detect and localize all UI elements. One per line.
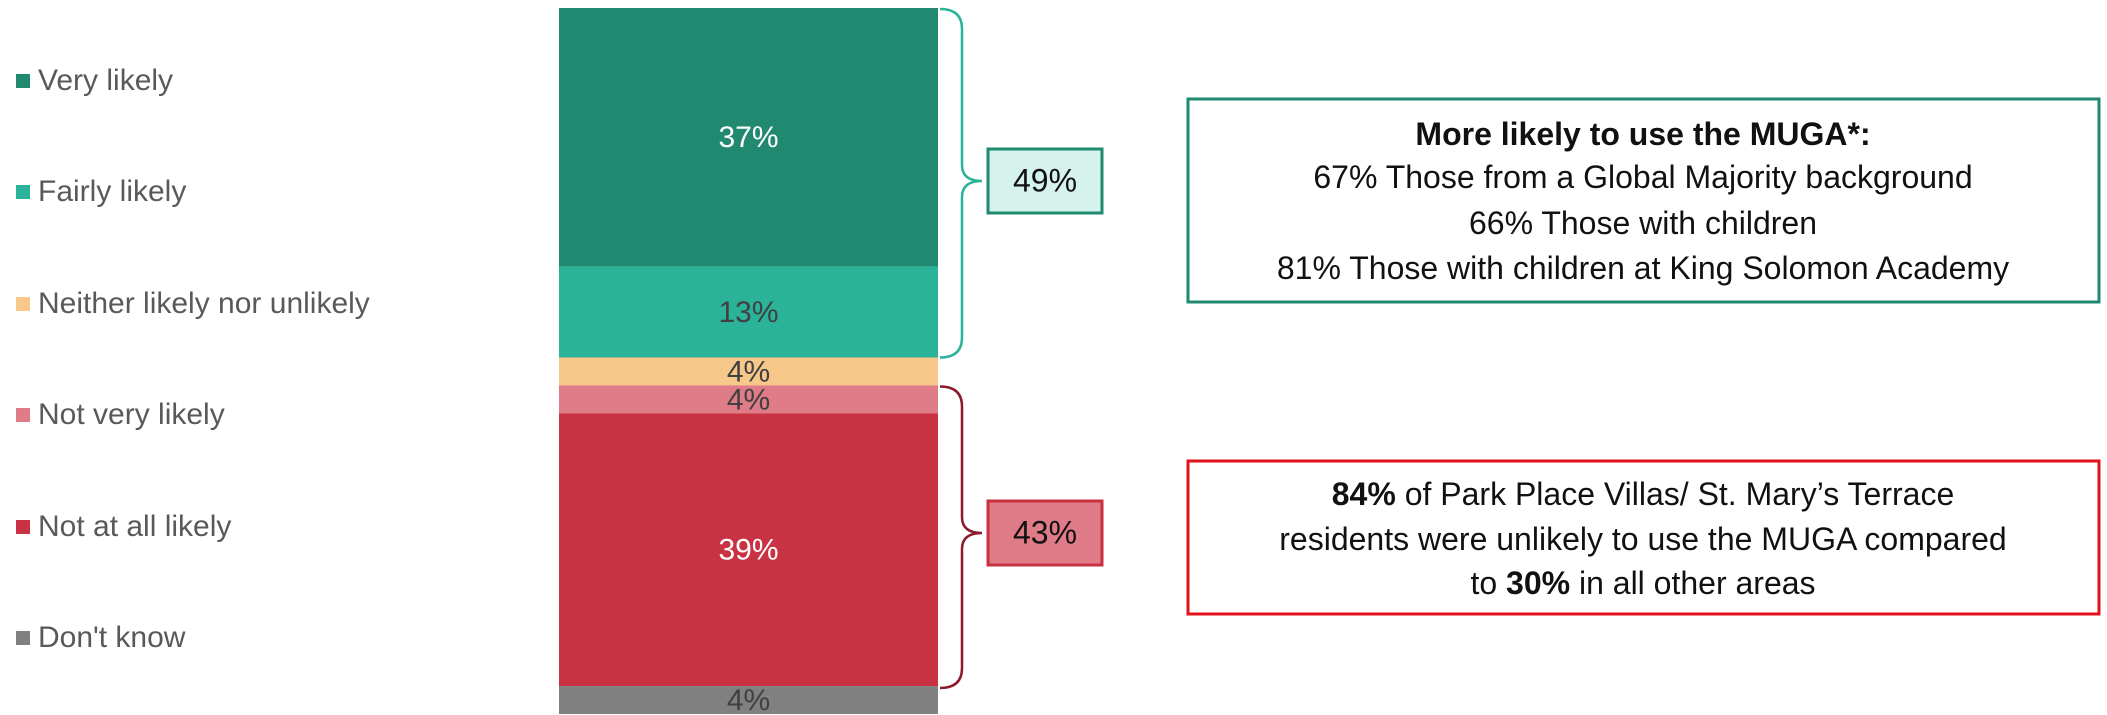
- legend-label: Don't know: [38, 621, 186, 654]
- callout-text: of Park Place Villas/ St. Mary’s Terrace: [1396, 476, 1954, 512]
- callout-line: 67% Those from a Global Majority backgro…: [1313, 159, 1972, 195]
- callout-line: 84% of Park Place Villas/ St. Mary’s Ter…: [1332, 476, 1954, 512]
- value-label: 4%: [727, 383, 770, 416]
- legend-swatch: [16, 631, 30, 645]
- callout-line: More likely to use the MUGA*:: [1415, 116, 1870, 152]
- legend-swatch: [16, 520, 30, 534]
- callout-line: 81% Those with children at King Solomon …: [1277, 250, 2009, 286]
- bar-segment: [559, 686, 938, 714]
- callout-text: 66% Those with children: [1469, 205, 1817, 241]
- callout-text: in all other areas: [1570, 565, 1815, 601]
- legend-swatch: [16, 185, 30, 199]
- legend-swatch: [16, 408, 30, 422]
- legend-swatch: [16, 74, 30, 88]
- bar-segment: [559, 8, 938, 267]
- callout-text: 81% Those with children at King Solomon …: [1277, 250, 2009, 286]
- value-label: 39%: [718, 534, 778, 567]
- callout-box: [1186, 459, 2101, 616]
- bar-segment: [559, 357, 938, 386]
- bracket-box: [986, 499, 1104, 567]
- callout-text: residents were unlikely to use the MUGA …: [1279, 521, 2006, 557]
- bracket-label: 43%: [1013, 514, 1077, 550]
- bracket-box: [986, 147, 1104, 215]
- callout-text: More likely to use the MUGA*:: [1415, 116, 1870, 152]
- bar-segment: [559, 266, 938, 358]
- callout-box: [1186, 97, 2101, 304]
- callout-text: 67% Those from a Global Majority backgro…: [1313, 159, 1972, 195]
- bracket-label: 49%: [1013, 162, 1077, 198]
- value-label: 4%: [727, 355, 770, 388]
- bracket: [939, 385, 983, 690]
- bar-segment: [559, 413, 938, 687]
- legend-label: Fairly likely: [38, 175, 186, 208]
- callout-line: 66% Those with children: [1469, 205, 1817, 241]
- legend-label: Not at all likely: [38, 510, 231, 543]
- value-label: 4%: [727, 684, 770, 715]
- callout-text: 30%: [1506, 565, 1570, 601]
- callout-line: residents were unlikely to use the MUGA …: [1279, 521, 2006, 557]
- bar-segment: [559, 385, 938, 414]
- callout-text: to: [1470, 565, 1506, 601]
- value-label: 37%: [718, 121, 778, 154]
- legend-label: Very likely: [38, 64, 173, 97]
- legend-swatch: [16, 297, 30, 311]
- legend-label: Not very likely: [38, 398, 225, 431]
- legend-label: Neither likely nor unlikely: [38, 287, 370, 320]
- callout-text: 84%: [1332, 476, 1396, 512]
- value-label: 13%: [718, 296, 778, 329]
- bracket: [939, 7, 983, 359]
- callout-line: to 30% in all other areas: [1470, 565, 1815, 601]
